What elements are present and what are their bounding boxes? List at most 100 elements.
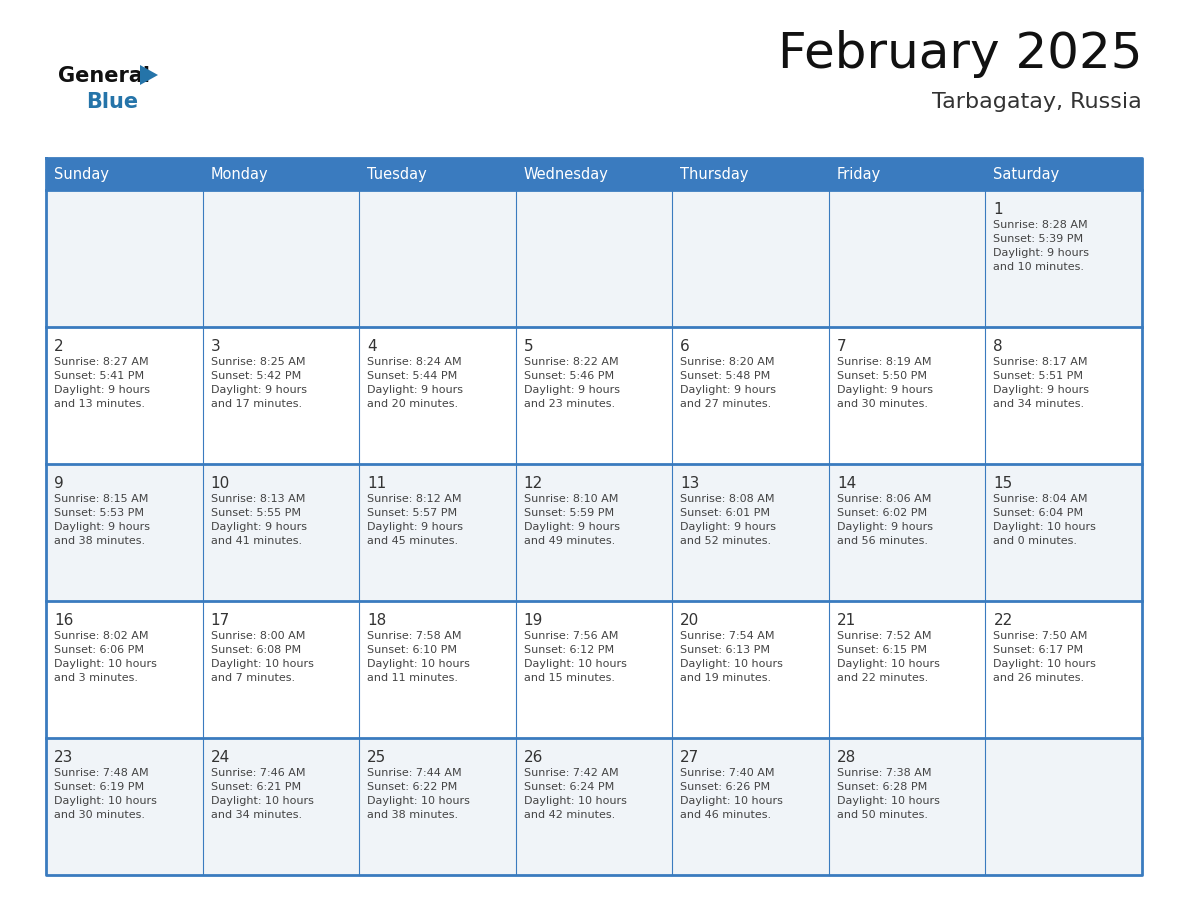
Text: 9: 9 <box>53 476 64 491</box>
Text: 27: 27 <box>681 750 700 765</box>
Text: 16: 16 <box>53 613 74 628</box>
Text: 6: 6 <box>681 339 690 354</box>
Text: Sunrise: 8:06 AM
Sunset: 6:02 PM
Daylight: 9 hours
and 56 minutes.: Sunrise: 8:06 AM Sunset: 6:02 PM Dayligh… <box>836 494 933 546</box>
Bar <box>46 464 203 601</box>
Bar <box>985 158 1142 190</box>
Bar <box>359 464 516 601</box>
Text: Sunrise: 7:52 AM
Sunset: 6:15 PM
Daylight: 10 hours
and 22 minutes.: Sunrise: 7:52 AM Sunset: 6:15 PM Dayligh… <box>836 631 940 683</box>
Bar <box>672 464 829 601</box>
Text: 17: 17 <box>210 613 229 628</box>
Text: Sunrise: 8:15 AM
Sunset: 5:53 PM
Daylight: 9 hours
and 38 minutes.: Sunrise: 8:15 AM Sunset: 5:53 PM Dayligh… <box>53 494 150 546</box>
Text: 10: 10 <box>210 476 229 491</box>
Text: Sunrise: 8:04 AM
Sunset: 6:04 PM
Daylight: 10 hours
and 0 minutes.: Sunrise: 8:04 AM Sunset: 6:04 PM Dayligh… <box>993 494 1097 546</box>
Text: Sunrise: 8:08 AM
Sunset: 6:01 PM
Daylight: 9 hours
and 52 minutes.: Sunrise: 8:08 AM Sunset: 6:01 PM Dayligh… <box>681 494 776 546</box>
Bar <box>359 601 516 738</box>
Bar <box>829 738 985 875</box>
Polygon shape <box>140 65 158 85</box>
Text: 8: 8 <box>993 339 1003 354</box>
Bar <box>516 190 672 327</box>
Text: Sunrise: 8:02 AM
Sunset: 6:06 PM
Daylight: 10 hours
and 3 minutes.: Sunrise: 8:02 AM Sunset: 6:06 PM Dayligh… <box>53 631 157 683</box>
Text: 11: 11 <box>367 476 386 491</box>
Text: Sunrise: 7:58 AM
Sunset: 6:10 PM
Daylight: 10 hours
and 11 minutes.: Sunrise: 7:58 AM Sunset: 6:10 PM Dayligh… <box>367 631 470 683</box>
Bar <box>359 190 516 327</box>
Text: 1: 1 <box>993 202 1003 217</box>
Bar <box>203 464 359 601</box>
Text: Sunrise: 8:24 AM
Sunset: 5:44 PM
Daylight: 9 hours
and 20 minutes.: Sunrise: 8:24 AM Sunset: 5:44 PM Dayligh… <box>367 357 463 409</box>
Text: Sunrise: 7:48 AM
Sunset: 6:19 PM
Daylight: 10 hours
and 30 minutes.: Sunrise: 7:48 AM Sunset: 6:19 PM Dayligh… <box>53 768 157 820</box>
Text: 26: 26 <box>524 750 543 765</box>
Bar <box>359 158 516 190</box>
Text: Sunday: Sunday <box>53 166 109 182</box>
Text: Sunrise: 7:38 AM
Sunset: 6:28 PM
Daylight: 10 hours
and 50 minutes.: Sunrise: 7:38 AM Sunset: 6:28 PM Dayligh… <box>836 768 940 820</box>
Text: Sunrise: 7:50 AM
Sunset: 6:17 PM
Daylight: 10 hours
and 26 minutes.: Sunrise: 7:50 AM Sunset: 6:17 PM Dayligh… <box>993 631 1097 683</box>
Bar <box>829 327 985 464</box>
Text: Sunrise: 8:17 AM
Sunset: 5:51 PM
Daylight: 9 hours
and 34 minutes.: Sunrise: 8:17 AM Sunset: 5:51 PM Dayligh… <box>993 357 1089 409</box>
Text: 22: 22 <box>993 613 1012 628</box>
Bar <box>516 601 672 738</box>
Text: 18: 18 <box>367 613 386 628</box>
Bar <box>46 190 203 327</box>
Bar <box>46 327 203 464</box>
Text: Sunrise: 8:20 AM
Sunset: 5:48 PM
Daylight: 9 hours
and 27 minutes.: Sunrise: 8:20 AM Sunset: 5:48 PM Dayligh… <box>681 357 776 409</box>
Text: 14: 14 <box>836 476 857 491</box>
Text: Sunrise: 7:42 AM
Sunset: 6:24 PM
Daylight: 10 hours
and 42 minutes.: Sunrise: 7:42 AM Sunset: 6:24 PM Dayligh… <box>524 768 626 820</box>
Text: General: General <box>58 66 150 86</box>
Text: Sunrise: 8:19 AM
Sunset: 5:50 PM
Daylight: 9 hours
and 30 minutes.: Sunrise: 8:19 AM Sunset: 5:50 PM Dayligh… <box>836 357 933 409</box>
Text: 20: 20 <box>681 613 700 628</box>
Text: 7: 7 <box>836 339 847 354</box>
Bar <box>516 158 672 190</box>
Bar <box>46 738 203 875</box>
Text: Sunrise: 8:27 AM
Sunset: 5:41 PM
Daylight: 9 hours
and 13 minutes.: Sunrise: 8:27 AM Sunset: 5:41 PM Dayligh… <box>53 357 150 409</box>
Bar <box>672 327 829 464</box>
Bar <box>516 738 672 875</box>
Bar <box>985 464 1142 601</box>
Bar <box>203 327 359 464</box>
Bar <box>46 601 203 738</box>
Bar <box>516 464 672 601</box>
Text: Sunrise: 8:00 AM
Sunset: 6:08 PM
Daylight: 10 hours
and 7 minutes.: Sunrise: 8:00 AM Sunset: 6:08 PM Dayligh… <box>210 631 314 683</box>
Bar <box>672 158 829 190</box>
Text: Blue: Blue <box>86 92 138 112</box>
Bar <box>829 158 985 190</box>
Bar <box>985 190 1142 327</box>
Bar <box>985 327 1142 464</box>
Bar <box>829 601 985 738</box>
Text: Sunrise: 8:13 AM
Sunset: 5:55 PM
Daylight: 9 hours
and 41 minutes.: Sunrise: 8:13 AM Sunset: 5:55 PM Dayligh… <box>210 494 307 546</box>
Bar <box>672 738 829 875</box>
Bar <box>203 158 359 190</box>
Text: Tarbagatay, Russia: Tarbagatay, Russia <box>933 92 1142 112</box>
Text: Sunrise: 7:40 AM
Sunset: 6:26 PM
Daylight: 10 hours
and 46 minutes.: Sunrise: 7:40 AM Sunset: 6:26 PM Dayligh… <box>681 768 783 820</box>
Text: Sunrise: 7:46 AM
Sunset: 6:21 PM
Daylight: 10 hours
and 34 minutes.: Sunrise: 7:46 AM Sunset: 6:21 PM Dayligh… <box>210 768 314 820</box>
Bar <box>829 190 985 327</box>
Text: 13: 13 <box>681 476 700 491</box>
Text: 2: 2 <box>53 339 64 354</box>
Bar <box>829 464 985 601</box>
Bar <box>672 190 829 327</box>
Text: Sunrise: 7:56 AM
Sunset: 6:12 PM
Daylight: 10 hours
and 15 minutes.: Sunrise: 7:56 AM Sunset: 6:12 PM Dayligh… <box>524 631 626 683</box>
Text: Sunrise: 8:10 AM
Sunset: 5:59 PM
Daylight: 9 hours
and 49 minutes.: Sunrise: 8:10 AM Sunset: 5:59 PM Dayligh… <box>524 494 620 546</box>
Text: Saturday: Saturday <box>993 166 1060 182</box>
Text: 25: 25 <box>367 750 386 765</box>
Text: Sunrise: 8:28 AM
Sunset: 5:39 PM
Daylight: 9 hours
and 10 minutes.: Sunrise: 8:28 AM Sunset: 5:39 PM Dayligh… <box>993 220 1089 272</box>
Bar <box>203 601 359 738</box>
Text: Sunrise: 7:44 AM
Sunset: 6:22 PM
Daylight: 10 hours
and 38 minutes.: Sunrise: 7:44 AM Sunset: 6:22 PM Dayligh… <box>367 768 470 820</box>
Text: 23: 23 <box>53 750 74 765</box>
Text: Tuesday: Tuesday <box>367 166 426 182</box>
Text: February 2025: February 2025 <box>777 30 1142 78</box>
Text: 28: 28 <box>836 750 857 765</box>
Text: Sunrise: 8:25 AM
Sunset: 5:42 PM
Daylight: 9 hours
and 17 minutes.: Sunrise: 8:25 AM Sunset: 5:42 PM Dayligh… <box>210 357 307 409</box>
Bar <box>203 738 359 875</box>
Text: 4: 4 <box>367 339 377 354</box>
Bar <box>672 601 829 738</box>
Text: Sunrise: 7:54 AM
Sunset: 6:13 PM
Daylight: 10 hours
and 19 minutes.: Sunrise: 7:54 AM Sunset: 6:13 PM Dayligh… <box>681 631 783 683</box>
Bar <box>359 738 516 875</box>
Bar <box>46 158 203 190</box>
Text: 19: 19 <box>524 613 543 628</box>
Text: 15: 15 <box>993 476 1012 491</box>
Text: 12: 12 <box>524 476 543 491</box>
Bar <box>985 738 1142 875</box>
Text: Sunrise: 8:22 AM
Sunset: 5:46 PM
Daylight: 9 hours
and 23 minutes.: Sunrise: 8:22 AM Sunset: 5:46 PM Dayligh… <box>524 357 620 409</box>
Bar <box>203 190 359 327</box>
Text: Wednesday: Wednesday <box>524 166 608 182</box>
Text: Friday: Friday <box>836 166 881 182</box>
